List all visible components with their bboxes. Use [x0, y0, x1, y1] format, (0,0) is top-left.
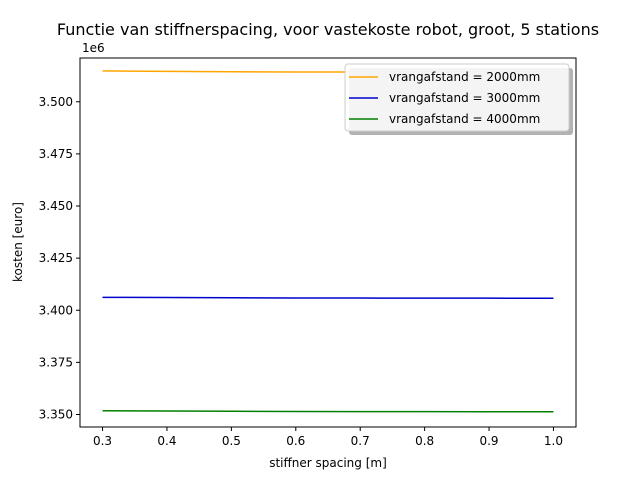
y-tick-label: 3.475	[39, 147, 73, 161]
x-tick-label: 0.5	[222, 434, 241, 448]
x-tick-label: 0.6	[286, 434, 305, 448]
x-tick-label: 0.4	[157, 434, 176, 448]
x-tick-label: 0.7	[351, 434, 370, 448]
y-axis: 3.350 3.375 3.400 3.425 3.450 3.475 3.500	[39, 95, 80, 421]
legend-entries: vrangafstand = 2000mm vrangafstand = 3000…	[349, 70, 540, 126]
legend-label-2: vrangafstand = 3000mm	[389, 91, 540, 105]
y-tick-label: 3.375	[39, 355, 73, 369]
y-tick-label: 3.425	[39, 251, 73, 265]
x-tick-label: 0.8	[415, 434, 434, 448]
legend-label-3: vrangafstand = 4000mm	[389, 112, 540, 126]
plot-frame	[79, 57, 577, 428]
x-tick-label: 0.9	[479, 434, 498, 448]
legend-box	[344, 63, 570, 132]
x-tick-label: 0.3	[93, 434, 112, 448]
y-axis-label: kosten [euro]	[11, 202, 25, 282]
chart-title: Functie van stiffnerspacing, voor vastek…	[57, 20, 599, 39]
legend-label-1: vrangafstand = 2000mm	[389, 70, 540, 84]
series-line-2	[102, 296, 554, 300]
x-tick-label: 1.0	[544, 434, 563, 448]
x-axis-label: stiffner spacing [m]	[269, 456, 387, 470]
y-tick-label: 3.450	[39, 199, 73, 213]
y-tick-label: 3.500	[39, 95, 73, 109]
y-offset-label: 1e6	[82, 41, 105, 55]
legend: vrangafstand = 2000mm vrangafstand = 3000…	[344, 63, 573, 135]
series-line-3	[102, 409, 554, 413]
x-axis: 0.3 0.4 0.5 0.6 0.7 0.8 0.9 1.0	[93, 427, 563, 448]
y-tick-label: 3.350	[39, 407, 73, 421]
y-tick-label: 3.400	[39, 303, 73, 317]
